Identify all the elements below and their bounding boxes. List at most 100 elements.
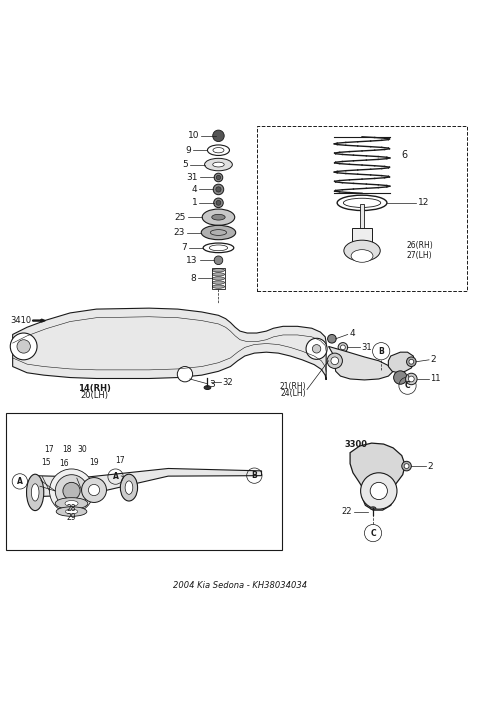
Ellipse shape xyxy=(120,474,138,501)
Text: A: A xyxy=(113,472,119,481)
Ellipse shape xyxy=(202,209,235,225)
Text: 15: 15 xyxy=(41,458,51,467)
Ellipse shape xyxy=(212,277,225,280)
Text: 13: 13 xyxy=(186,256,198,265)
Text: 17: 17 xyxy=(44,445,53,454)
Text: 5: 5 xyxy=(182,160,188,169)
Ellipse shape xyxy=(212,281,225,284)
Text: 4: 4 xyxy=(349,329,355,338)
Text: 1: 1 xyxy=(192,199,197,207)
Text: 8: 8 xyxy=(190,274,196,283)
Ellipse shape xyxy=(404,464,409,468)
Ellipse shape xyxy=(213,184,224,194)
Ellipse shape xyxy=(63,482,80,500)
Ellipse shape xyxy=(216,201,221,205)
Text: B: B xyxy=(378,347,384,356)
Ellipse shape xyxy=(31,483,39,501)
Circle shape xyxy=(312,345,321,353)
Ellipse shape xyxy=(65,509,78,514)
Text: A: A xyxy=(17,477,23,486)
Ellipse shape xyxy=(26,474,44,511)
Ellipse shape xyxy=(406,373,417,384)
Text: 2: 2 xyxy=(431,355,436,365)
Text: 7: 7 xyxy=(181,244,187,252)
Text: 3: 3 xyxy=(209,380,215,389)
Ellipse shape xyxy=(201,225,236,240)
Ellipse shape xyxy=(55,498,88,509)
Bar xyxy=(6,414,282,550)
Circle shape xyxy=(213,130,224,142)
Text: C: C xyxy=(405,381,410,390)
Text: B: B xyxy=(252,471,257,480)
Ellipse shape xyxy=(214,256,223,265)
Ellipse shape xyxy=(56,507,87,516)
Text: 9: 9 xyxy=(185,146,191,155)
Text: 28: 28 xyxy=(67,503,76,513)
Ellipse shape xyxy=(370,507,376,510)
Ellipse shape xyxy=(340,345,345,350)
Ellipse shape xyxy=(204,158,232,171)
Circle shape xyxy=(331,357,338,365)
Ellipse shape xyxy=(214,173,223,182)
Circle shape xyxy=(177,367,192,382)
Circle shape xyxy=(306,338,327,360)
Text: 18: 18 xyxy=(62,445,72,454)
Text: 3300: 3300 xyxy=(344,440,367,449)
Text: 32: 32 xyxy=(222,378,232,387)
Circle shape xyxy=(360,473,397,509)
Circle shape xyxy=(10,333,37,360)
Ellipse shape xyxy=(409,360,414,364)
Polygon shape xyxy=(328,347,393,380)
Polygon shape xyxy=(12,308,326,380)
Bar xyxy=(352,228,372,253)
Circle shape xyxy=(17,340,30,353)
Text: 31: 31 xyxy=(361,343,372,352)
Text: 16: 16 xyxy=(59,459,69,468)
Text: 24(LH): 24(LH) xyxy=(280,389,306,398)
Text: 30: 30 xyxy=(77,445,87,454)
Ellipse shape xyxy=(55,475,88,507)
Text: 14(RH): 14(RH) xyxy=(78,384,110,393)
Text: 29: 29 xyxy=(67,513,76,522)
Ellipse shape xyxy=(216,175,221,179)
Circle shape xyxy=(394,371,407,384)
Text: 2004 Kia Sedona - KH38034034: 2004 Kia Sedona - KH38034034 xyxy=(173,581,307,590)
Ellipse shape xyxy=(204,386,211,389)
Text: 26(RH): 26(RH) xyxy=(407,241,433,251)
Ellipse shape xyxy=(88,484,100,496)
Ellipse shape xyxy=(351,250,373,262)
Ellipse shape xyxy=(407,357,416,367)
Text: 25: 25 xyxy=(175,213,186,221)
Polygon shape xyxy=(350,443,405,510)
Text: 19: 19 xyxy=(89,458,99,467)
Ellipse shape xyxy=(344,240,380,261)
Ellipse shape xyxy=(212,285,225,288)
Ellipse shape xyxy=(49,469,94,513)
Text: 6: 6 xyxy=(402,150,408,160)
Ellipse shape xyxy=(214,198,223,208)
Circle shape xyxy=(370,482,387,500)
Ellipse shape xyxy=(125,481,133,494)
Text: 31: 31 xyxy=(186,173,198,182)
Ellipse shape xyxy=(327,335,336,343)
Ellipse shape xyxy=(212,273,225,276)
Text: 12: 12 xyxy=(418,199,430,207)
Ellipse shape xyxy=(216,187,221,192)
FancyArrow shape xyxy=(33,319,45,322)
Text: 10: 10 xyxy=(188,131,199,140)
Bar xyxy=(212,268,225,288)
Bar xyxy=(257,126,468,291)
Text: 22: 22 xyxy=(341,507,352,516)
Text: 3410: 3410 xyxy=(11,316,32,325)
Text: C: C xyxy=(370,528,376,538)
Ellipse shape xyxy=(212,214,225,220)
Bar xyxy=(360,204,364,228)
Text: 21(RH): 21(RH) xyxy=(279,382,306,391)
Text: 4: 4 xyxy=(192,185,197,194)
Ellipse shape xyxy=(213,162,224,167)
Text: 17: 17 xyxy=(116,456,125,465)
Text: 23: 23 xyxy=(174,228,185,237)
Ellipse shape xyxy=(408,376,414,382)
Text: 27(LH): 27(LH) xyxy=(407,251,432,260)
Text: 11: 11 xyxy=(431,375,441,384)
